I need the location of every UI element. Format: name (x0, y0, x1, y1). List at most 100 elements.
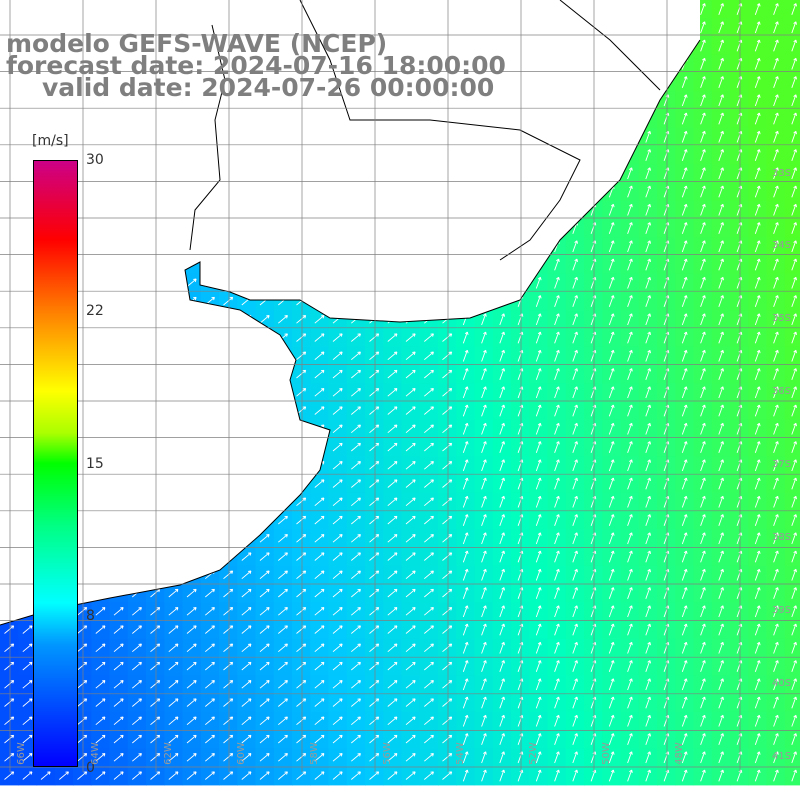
wind-arrow (22, 753, 33, 762)
wind-arrow (481, 641, 487, 654)
field-cell (328, 602, 348, 622)
lon-label: 50W (600, 742, 612, 765)
wind-arrow (535, 532, 542, 545)
wind-arrow (681, 240, 688, 253)
wind-arrow (462, 477, 469, 490)
field-cell (328, 529, 348, 549)
wind-arrow (773, 769, 779, 782)
wind-arrow (132, 625, 142, 634)
wind-arrow (554, 331, 560, 344)
wind-arrow (645, 714, 652, 727)
field-cell (638, 255, 658, 275)
field-cell (292, 675, 311, 695)
field-cell (255, 547, 275, 567)
field-cell (419, 383, 439, 403)
field-cell (638, 474, 658, 494)
field-cell (638, 328, 658, 348)
wind-arrow (773, 94, 779, 107)
wind-arrow (718, 185, 725, 198)
field-cell (492, 620, 512, 640)
field-cell (328, 419, 348, 439)
field-cell (602, 383, 622, 403)
wind-arrow (718, 587, 725, 599)
field-cell (401, 620, 421, 640)
wind-arrow (168, 734, 179, 744)
field-cell (784, 182, 800, 202)
field-cell (675, 492, 695, 512)
wind-arrow (554, 714, 560, 727)
wind-arrow (499, 331, 506, 344)
field-cell (784, 292, 800, 311)
wind-arrow (296, 716, 307, 726)
wind-arrow (535, 605, 542, 618)
wind-arrow (241, 680, 252, 689)
field-cell (638, 438, 658, 457)
wind-arrow (791, 587, 798, 599)
wind-arrow (314, 643, 325, 653)
wind-arrow (351, 698, 361, 707)
wind-arrow (627, 441, 633, 453)
field-cell (602, 310, 622, 330)
field-cell (310, 511, 330, 530)
field-cell (748, 273, 768, 293)
wind-arrow (718, 568, 725, 581)
wind-arrow (223, 625, 234, 634)
wind-arrow (791, 568, 798, 581)
field-cell (419, 565, 439, 585)
field-cell (328, 693, 348, 713)
field-cell (492, 602, 512, 622)
wind-arrow (718, 331, 725, 344)
field-cell (456, 511, 476, 530)
wind-arrow (791, 733, 798, 745)
wind-arrow (700, 514, 706, 526)
field-cell (529, 365, 549, 384)
wind-arrow (278, 753, 288, 762)
field-cell (711, 73, 731, 92)
wind-arrow (718, 733, 725, 745)
field-cell (638, 529, 658, 549)
field-cell (784, 54, 800, 74)
field-cell (492, 693, 512, 713)
wind-arrow (718, 258, 725, 271)
wind-arrow (773, 130, 779, 143)
wind-arrow (554, 441, 560, 453)
field-cell (784, 219, 800, 238)
wind-arrow (791, 185, 798, 198)
field-cell (602, 748, 622, 768)
field-cell (565, 602, 585, 622)
wind-arrow (22, 734, 33, 744)
field-cell (292, 711, 311, 731)
wind-arrow (205, 734, 215, 744)
wind-arrow (424, 661, 434, 671)
wind-arrow (681, 441, 688, 453)
field-cell (401, 419, 421, 439)
forecast-date: forecast date: 2024-07-16 18:00:00 (6, 51, 506, 80)
wind-arrow (754, 203, 761, 216)
wind-arrow (186, 607, 197, 616)
wind-arrow (773, 568, 779, 581)
wind-arrow (700, 605, 706, 618)
field-cell (602, 438, 622, 457)
wind-arrow (369, 643, 380, 653)
wind-arrow (369, 406, 380, 415)
field-cell (383, 438, 403, 457)
field-cell (492, 766, 512, 786)
wind-arrow (773, 696, 779, 709)
wind-arrow (22, 643, 33, 653)
field-cell (255, 766, 275, 786)
wind-arrow (499, 441, 506, 453)
field-cell (456, 328, 476, 348)
wind-arrow (351, 388, 361, 397)
field-cell (310, 365, 330, 384)
field-cell (711, 602, 731, 622)
wind-arrow (718, 441, 725, 453)
wind-arrow (95, 680, 106, 689)
field-cell (602, 766, 622, 786)
wind-arrow (608, 769, 615, 782)
wind-arrow (645, 587, 652, 599)
field-cell (200, 693, 220, 713)
wind-arrow (700, 733, 706, 745)
field-cell (438, 547, 457, 567)
field-cell (711, 748, 731, 768)
field-cell (529, 328, 549, 348)
